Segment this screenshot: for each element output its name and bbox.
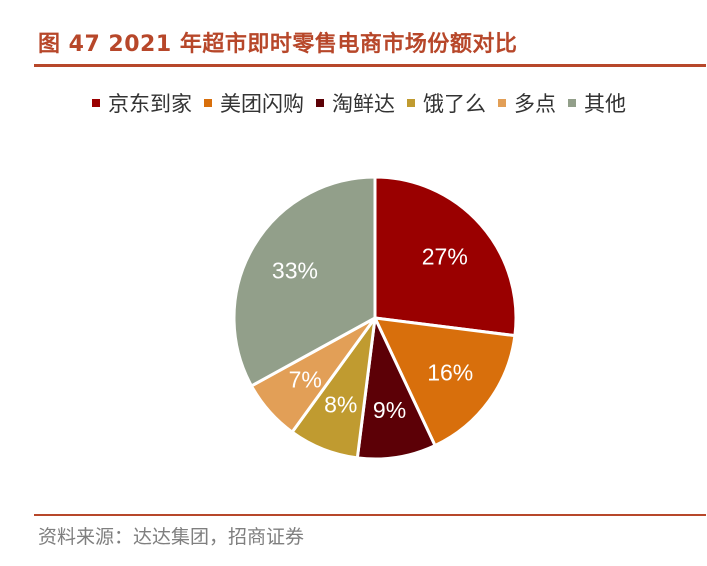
pie-labels: 27% 16% 9% 8%7% 33% (272, 244, 473, 423)
slice-data-label: 27% (422, 244, 468, 270)
slice-data-label: 8% (324, 391, 357, 417)
legend-swatch (407, 99, 415, 107)
title-divider (34, 64, 706, 67)
legend-label: 京东到家 (108, 92, 192, 116)
legend-label: 饿了么 (423, 92, 486, 116)
legend-item: 多点 (498, 88, 556, 118)
legend-label: 其他 (584, 92, 626, 116)
legend-swatch (316, 99, 324, 107)
source-note: 资料来源：达达集团，招商证券 (38, 526, 305, 548)
legend-label: 淘鲜达 (332, 92, 395, 116)
slice-data-label: 33% (272, 258, 318, 284)
slice-data-label: 7% (289, 367, 322, 393)
legend-item: 京东到家 (92, 88, 192, 118)
legend-item: 淘鲜达 (316, 88, 395, 118)
pie-slice (373, 316, 517, 448)
legend-item: 美团闪购 (204, 88, 304, 118)
legend-item: 其他 (568, 88, 626, 118)
legend-swatch (92, 99, 100, 107)
slice-data-label: 9% (373, 397, 406, 423)
pie-slice (232, 175, 377, 388)
legend-swatch (498, 99, 506, 107)
pie-slice (373, 175, 518, 338)
legend-label: 多点 (514, 92, 556, 116)
legend-swatch (568, 99, 576, 107)
legend-swatch (204, 99, 212, 107)
chart-title: 图 47 2021 年超市即时零售电商市场份额对比 (38, 32, 518, 57)
footer-divider (34, 514, 706, 516)
pie-slice (355, 316, 437, 461)
legend-item: 饿了么 (407, 88, 486, 118)
legend-label: 美团闪购 (220, 92, 304, 116)
pie-slices (232, 175, 518, 461)
chart-legend: 京东到家 美团闪购 淘鲜达 饿了么 多点 其他 (92, 88, 638, 118)
slice-data-label: 16% (427, 360, 473, 386)
